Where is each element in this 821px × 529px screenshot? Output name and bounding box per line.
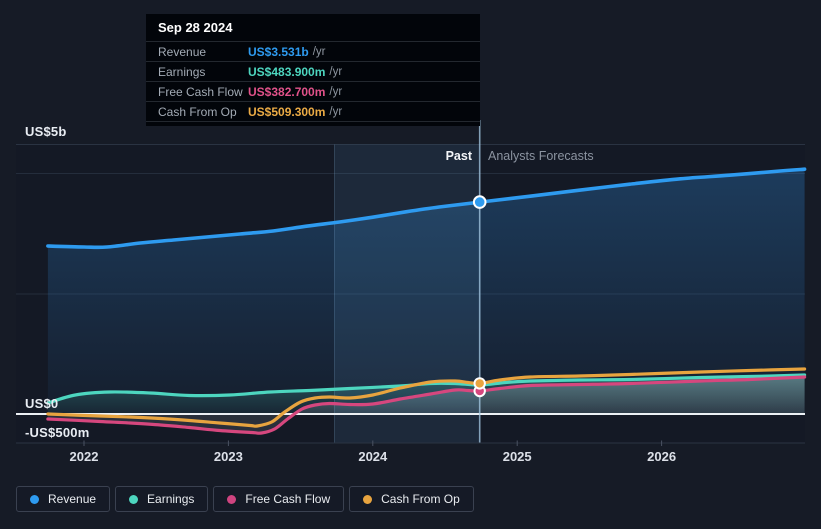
- free-cash-flow-area: [47, 377, 805, 434]
- hover-marker-revenue[interactable]: [472, 195, 487, 209]
- legend-label: Earnings: [147, 492, 195, 506]
- tooltip-row-value: US$509.300m: [248, 104, 326, 119]
- tooltip-row-value: US$382.700m: [248, 84, 326, 99]
- y-axis-label-zero: US$0: [25, 396, 59, 411]
- x-axis-label: 2025: [502, 449, 532, 464]
- legend-item-cash-from-op[interactable]: Cash From Op: [349, 486, 474, 512]
- forecast-label: Analysts Forecasts: [488, 149, 594, 163]
- legend-item-free-cash-flow[interactable]: Free Cash Flow: [213, 486, 345, 512]
- tooltip-row-suffix: /yr: [329, 65, 343, 78]
- legend-dot-icon: [363, 494, 373, 504]
- chart-legend: Revenue Earnings Free Cash Flow Cash From O…: [16, 486, 474, 512]
- legend-item-revenue[interactable]: Revenue: [16, 486, 111, 512]
- past-label: Past: [445, 149, 472, 163]
- cash-from-op-line: [46, 367, 807, 428]
- legend-item-earnings[interactable]: Earnings: [115, 486, 209, 512]
- legend-dot-icon: [129, 494, 139, 504]
- tooltip-row: Free Cash Flow US$382.700m/yr: [146, 81, 480, 101]
- legend-dot-icon: [227, 494, 237, 504]
- legend-label: Cash From Op: [381, 492, 460, 506]
- free-cash-flow-line: [46, 375, 807, 435]
- tooltip-row-label: Revenue: [158, 44, 207, 59]
- tooltip-row: Revenue US$3.531b/yr: [146, 41, 480, 61]
- x-axis-label: 2026: [647, 449, 677, 464]
- tooltip-row-suffix: /yr: [329, 85, 343, 98]
- tooltip-rows: Revenue US$3.531b/yr Earnings US$483.900m/y…: [146, 41, 480, 122]
- hover-marker-cash-from-op[interactable]: [473, 377, 486, 390]
- tooltip-row-suffix: /yr: [312, 45, 326, 58]
- tooltip-row-value: US$3.531b: [248, 44, 309, 59]
- tooltip-date: Sep 28 2024: [158, 20, 233, 35]
- tooltip-row-value: US$483.900m: [248, 64, 326, 79]
- revenue-line: [46, 167, 807, 250]
- hover-band: [334, 144, 480, 443]
- tooltip-row: Earnings US$483.900m/yr: [146, 61, 480, 81]
- x-axis-label: 2023: [213, 449, 243, 464]
- revenue-area: [47, 169, 805, 414]
- tooltip-row-label: Earnings: [158, 64, 206, 79]
- tooltip-row-label: Cash From Op: [158, 104, 237, 119]
- tooltip-row-suffix: /yr: [329, 105, 343, 118]
- legend-label: Free Cash Flow: [245, 492, 331, 506]
- legend-label: Revenue: [48, 492, 97, 506]
- y-axis-label-neg500m: -US$500m: [25, 425, 90, 440]
- tooltip-row-label: Free Cash Flow: [158, 84, 243, 99]
- x-axis-label: 2022: [69, 449, 99, 464]
- tooltip-row: Cash From Op US$509.300m/yr: [146, 101, 480, 122]
- legend-dot-icon: [30, 494, 39, 504]
- x-axis-label: 2024: [358, 449, 388, 464]
- y-axis-label-5b: US$5b: [25, 124, 67, 139]
- chart-tooltip: Sep 28 2024 Revenue US$3.531b/yr Earnings U…: [146, 14, 480, 126]
